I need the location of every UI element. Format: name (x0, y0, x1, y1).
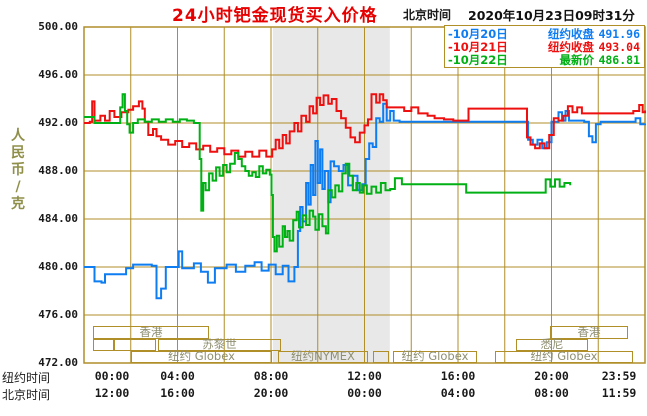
session-box-纽约 Globex: 纽约 Globex (131, 351, 272, 363)
session-box (114, 339, 156, 351)
session-box-纽约NYMEX: 纽约NYMEX (278, 351, 368, 363)
y-tick-label: 476.00 (38, 308, 78, 321)
session-box-悉尼: 悉尼 (516, 339, 588, 351)
plot-border (83, 26, 646, 364)
bj-tick-label: 08:00 (534, 386, 569, 400)
ny-tick-label: 00:00 (94, 369, 130, 383)
bj-tick-label: 16:00 (160, 386, 195, 400)
y-axis-unit-label: 人民币 / 克 (9, 128, 27, 213)
unit-char: / (15, 179, 21, 195)
bj-tick-label: 00:00 (347, 386, 382, 400)
session-box (373, 351, 389, 363)
page-title: 24小时钯金现货买入价格 (172, 6, 378, 26)
series-line-oct22-green (84, 93, 572, 253)
legend-row-10月22日: -10月22日 最新价 486.81 (448, 52, 640, 67)
unit-char: 民 (11, 145, 25, 161)
series-line-oct21-red (84, 93, 646, 158)
legend-box: -10月20日 纽约收盘 491.96 -10月21日 纽约收盘 493.04 -10月22… (444, 25, 645, 68)
ny-tick-label: 12:00 (347, 369, 382, 383)
ny-tick-label: 16:00 (440, 369, 476, 383)
bj-tick-label: 20:00 (253, 386, 289, 400)
y-tick-label: 488.00 (38, 164, 78, 177)
bj-tick-label: 11:59 (601, 386, 637, 400)
session-box-纽约 Globex: 纽约 Globex (495, 351, 633, 363)
unit-char: 克 (11, 196, 25, 212)
y-tick-label: 484.00 (38, 212, 78, 225)
legend-row-10月21日: -10月21日 纽约收盘 493.04 (448, 39, 640, 54)
session-box-香港: 香港 (93, 326, 209, 339)
datetime-stamp: 2020年10月23日09时31分 (468, 8, 635, 23)
unit-char: 人 (11, 128, 25, 144)
beijing-time-label: 北京时间 (403, 8, 452, 22)
ny-tick-label: 04:00 (160, 369, 195, 383)
ny-tick-label: 23:59 (601, 369, 637, 383)
ny-time-row-label: 纽约时间 (2, 371, 51, 385)
y-tick-label: 472.00 (38, 356, 78, 369)
ny-tick-label: 08:00 (253, 369, 289, 383)
y-tick-label: 496.00 (38, 68, 78, 81)
ny-tick-label: 20:00 (534, 369, 569, 383)
y-tick-label: 500.00 (38, 20, 78, 33)
bj-time-row-label: 北京时间 (2, 388, 51, 402)
grid (84, 27, 645, 363)
bj-tick-label: 12:00 (94, 386, 130, 400)
session-box-苏黎世: 苏黎世 (158, 339, 281, 351)
bj-tick-label: 04:00 (440, 386, 476, 400)
session-box-纽约 Globex: 纽约 Globex (393, 351, 477, 363)
price-lines (84, 93, 646, 300)
session-box-香港: 香港 (550, 326, 628, 339)
legend-row-10月20日: -10月20日 纽约收盘 491.96 (448, 26, 640, 41)
y-tick-label: 492.00 (38, 116, 78, 129)
y-tick-label: 480.00 (38, 260, 78, 273)
unit-char: 币 (11, 162, 25, 178)
session-box (93, 339, 114, 351)
